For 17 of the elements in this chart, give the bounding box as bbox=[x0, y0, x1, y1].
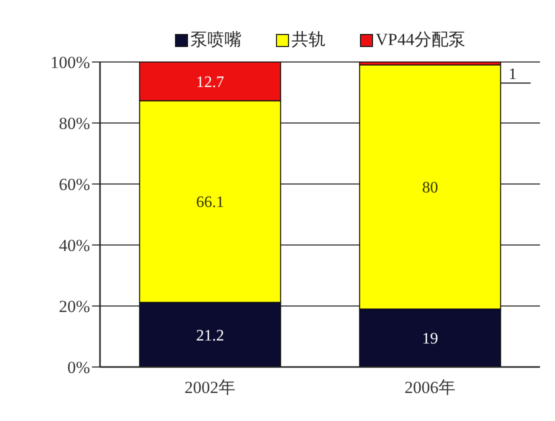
y-tick-label: 0% bbox=[67, 358, 90, 378]
data-label: 66.1 bbox=[196, 194, 224, 212]
data-label: 21.2 bbox=[196, 327, 224, 344]
legend-label: VP44分配泵 bbox=[376, 30, 466, 50]
data-label: 80 bbox=[422, 180, 438, 197]
y-tick-label: 100% bbox=[50, 53, 90, 72]
y-tick-label: 40% bbox=[58, 236, 90, 256]
y-tick-label: 80% bbox=[58, 114, 90, 134]
legend-label: 共轨 bbox=[292, 30, 326, 50]
x-tick-label: 2002年 bbox=[184, 378, 236, 398]
y-tick-label: 20% bbox=[58, 297, 90, 316]
data-label: 19 bbox=[422, 330, 438, 348]
data-label: 1 bbox=[508, 66, 517, 84]
y-tick-label: 60% bbox=[58, 175, 90, 194]
x-tick-label: 2006年 bbox=[404, 378, 456, 398]
legend-label: 泵喷嘴 bbox=[190, 30, 242, 50]
data-label: 12.7 bbox=[196, 74, 224, 91]
